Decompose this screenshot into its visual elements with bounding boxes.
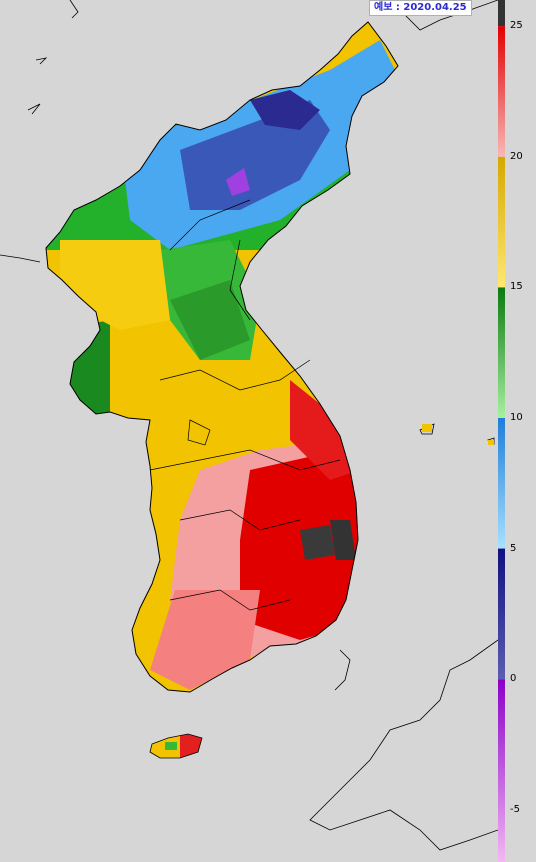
colorbar-tick-label: 0	[510, 673, 517, 685]
colorbar-tick-label: 25	[510, 20, 523, 32]
colorbar-band	[498, 679, 505, 862]
colorbar-band	[498, 156, 505, 288]
temperature-colorbar	[498, 0, 505, 862]
province-borders	[149, 199, 341, 611]
colorbar-band	[498, 417, 505, 549]
colorbar-band	[498, 26, 505, 157]
colorbar-band	[498, 287, 505, 418]
colorbar-tick-label: 20	[510, 150, 523, 162]
colorbar-tick-label: 15	[510, 281, 523, 293]
temperature-map	[0, 0, 498, 851]
forecast-date-label: 예보 : 2020.04.25	[369, 0, 472, 16]
colorbar-band	[498, 0, 505, 27]
region-east-coast-peak	[330, 520, 356, 560]
colorbar-tick-label: 5	[510, 542, 517, 554]
colorbar-band	[498, 548, 505, 680]
region-central-west-plain	[60, 240, 170, 330]
colorbar-tick-label: 10	[510, 411, 523, 423]
colorbar-tick-label: -5	[510, 803, 520, 815]
